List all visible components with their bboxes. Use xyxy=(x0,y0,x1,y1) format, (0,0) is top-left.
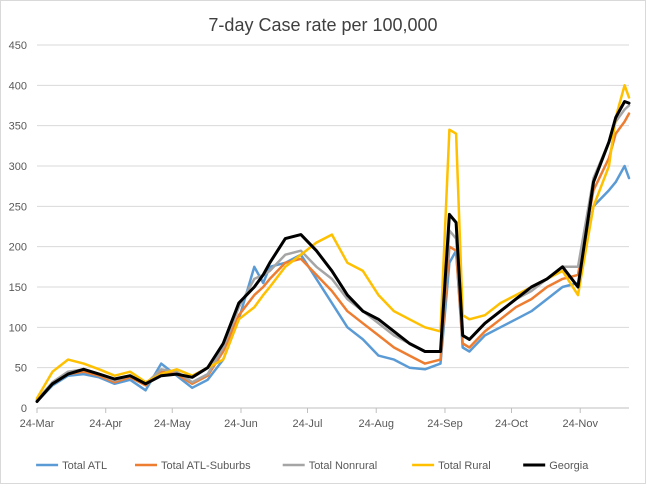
legend-label-total-atl-suburbs: Total ATL-Suburbs xyxy=(161,460,251,472)
x-tick-label: 24-Sep xyxy=(427,418,462,430)
y-tick-label: 100 xyxy=(9,322,27,334)
y-tick-label: 200 xyxy=(9,242,27,254)
gridlines xyxy=(37,44,629,369)
series-line-georgia xyxy=(35,100,631,403)
legend-label-total-nonrural: Total Nonrural xyxy=(309,460,377,472)
x-tick-label: 24-Jun xyxy=(224,418,258,430)
x-tick-label: 24-Nov xyxy=(562,418,598,430)
y-tick-label: 400 xyxy=(9,80,27,92)
y-axis: 0 50 100 150 200 250 300 350 400 450 xyxy=(9,40,27,415)
legend-label-total-rural: Total Rural xyxy=(438,460,491,472)
series-line-total-nonrural xyxy=(35,104,631,402)
legend-label-total-atl: Total ATL xyxy=(62,460,107,472)
series-lines xyxy=(35,84,631,403)
x-tick-label: 24-Oct xyxy=(495,418,528,430)
y-tick-label: 50 xyxy=(15,363,27,375)
series-line-total-rural xyxy=(35,84,631,400)
y-tick-label: 300 xyxy=(9,161,27,173)
x-tick-label: 24-Jul xyxy=(293,418,323,430)
y-tick-label: 0 xyxy=(21,403,27,415)
x-axis: 24-Mar 24-Apr 24-May 24-Jun 24-Jul 24-Aug 24-S… xyxy=(20,407,629,430)
series-line-total-atl xyxy=(35,164,631,403)
y-tick-label: 150 xyxy=(9,282,27,294)
y-tick-label: 350 xyxy=(9,121,27,133)
x-tick-label: 24-Mar xyxy=(20,418,55,430)
x-tick-label: 24-Apr xyxy=(89,418,122,430)
legend-label-georgia: Georgia xyxy=(549,460,589,472)
x-tick-label: 24-Aug xyxy=(358,418,393,430)
x-tick-label: 24-May xyxy=(154,418,191,430)
y-tick-label: 450 xyxy=(9,40,27,52)
legend: Total ATL Total ATL-Suburbs Total Nonrural… xyxy=(36,460,589,472)
y-tick-label: 250 xyxy=(9,201,27,213)
series-line-total-atl-suburbs xyxy=(35,112,631,402)
chart-title: 7-day Case rate per 100,000 xyxy=(208,15,437,35)
